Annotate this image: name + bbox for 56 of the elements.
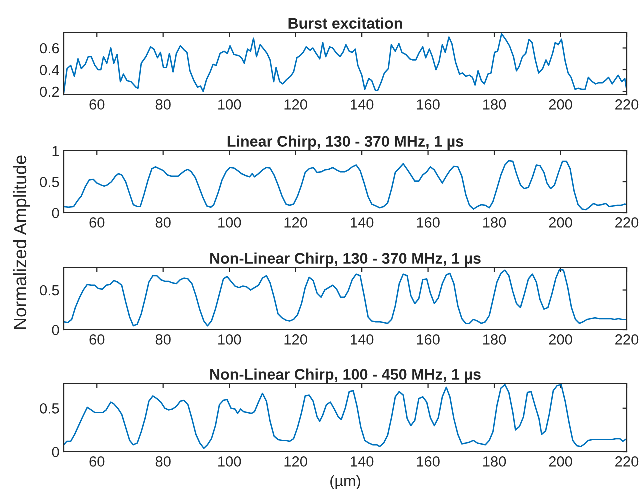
x-tick-label: 140 [351, 100, 374, 110]
line-series [64, 384, 627, 450]
y-tick-label: 1 [52, 146, 60, 156]
x-tick-label: 60 [90, 334, 105, 345]
x-tick-label: 180 [483, 456, 506, 467]
x-axis-title: (µm) [330, 475, 360, 490]
chart-title: Linear Chirp, 130 - 370 MHz, 1 µs [228, 136, 464, 150]
x-tick-label: 120 [284, 100, 308, 110]
x-tick-label: 160 [417, 218, 440, 228]
x-tick-label: 140 [351, 456, 374, 467]
y-tick-label: 0 [52, 447, 60, 458]
x-tick-label: 60 [90, 456, 105, 467]
x-tick-label: 80 [156, 218, 171, 228]
x-tick-label: 200 [549, 456, 572, 467]
y-tick-label: 0.5 [40, 177, 60, 188]
x-tick-label: 120 [284, 218, 308, 228]
x-tick-label: 80 [156, 456, 171, 467]
x-tick-label: 80 [156, 334, 171, 345]
x-tick-label: 100 [218, 100, 242, 110]
line-series [64, 33, 627, 94]
x-tick-label: 100 [218, 218, 242, 228]
line-series [64, 160, 627, 211]
y-tick-label: 0.5 [40, 404, 60, 414]
chart-title: Non-Linear Chirp, 100 - 450 MHz, 1 µs [210, 368, 481, 384]
x-tick-label: 160 [417, 456, 440, 467]
y-tick-label: 0 [52, 208, 60, 218]
x-tick-label: 140 [351, 334, 374, 345]
x-tick-label: 160 [417, 100, 440, 110]
x-tick-label: 220 [616, 334, 639, 345]
x-tick-label: 120 [284, 334, 308, 345]
x-tick-label: 180 [483, 218, 506, 228]
y-tick-label: 0.2 [40, 86, 60, 98]
x-tick-label: 220 [616, 218, 639, 228]
x-tick-label: 180 [483, 334, 506, 345]
x-tick-label: 160 [417, 334, 440, 345]
x-tick-label: 200 [549, 334, 572, 345]
y-tick-label: 0.5 [40, 285, 60, 296]
x-tick-label: 180 [483, 100, 506, 110]
x-tick-label: 140 [351, 218, 374, 228]
x-tick-label: 200 [549, 218, 572, 228]
x-tick-label: 60 [90, 218, 105, 228]
line-series [64, 268, 627, 327]
x-tick-label: 120 [284, 456, 308, 467]
x-tick-label: 100 [218, 334, 242, 345]
y-tick-label: 0.6 [40, 43, 60, 54]
y-axis-title: Normalized Amplitude [13, 156, 30, 330]
x-tick-label: 220 [616, 456, 639, 467]
y-tick-label: 0.4 [40, 65, 60, 76]
x-tick-label: 60 [90, 100, 105, 110]
x-tick-label: 220 [616, 100, 639, 110]
chart-title: Non-Linear Chirp, 130 - 370 MHz, 1 µs [210, 252, 481, 268]
x-tick-label: 200 [549, 100, 572, 110]
x-tick-label: 100 [218, 456, 242, 467]
y-tick-label: 0 [52, 325, 60, 336]
chart-title: Burst excitation [288, 18, 402, 29]
x-tick-label: 80 [156, 100, 171, 110]
